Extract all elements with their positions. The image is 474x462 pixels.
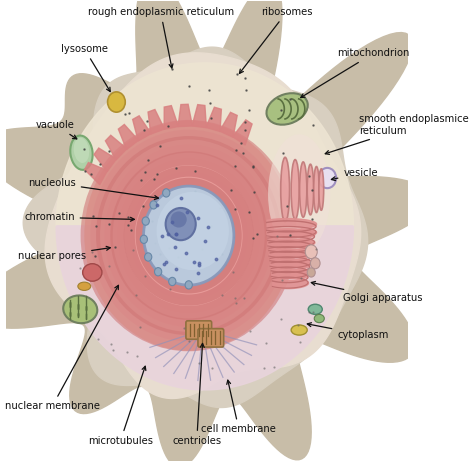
Polygon shape — [105, 135, 127, 160]
Ellipse shape — [266, 93, 308, 125]
Ellipse shape — [300, 162, 307, 217]
Ellipse shape — [281, 157, 290, 222]
Text: Golgi apparatus: Golgi apparatus — [311, 281, 423, 303]
Ellipse shape — [307, 164, 314, 215]
Polygon shape — [164, 106, 178, 129]
Ellipse shape — [156, 192, 229, 270]
Polygon shape — [94, 148, 117, 172]
Ellipse shape — [70, 135, 92, 170]
Text: nucleolus: nucleolus — [28, 177, 158, 200]
Ellipse shape — [319, 169, 324, 210]
Circle shape — [163, 189, 170, 197]
Text: vesicle: vesicle — [331, 169, 378, 181]
Text: nuclear pores: nuclear pores — [18, 246, 110, 261]
Ellipse shape — [308, 304, 322, 314]
Circle shape — [155, 267, 162, 276]
Ellipse shape — [314, 166, 319, 213]
Text: nuclear membrane: nuclear membrane — [5, 286, 118, 412]
Ellipse shape — [144, 186, 234, 285]
Circle shape — [319, 168, 336, 188]
Ellipse shape — [165, 208, 196, 240]
Circle shape — [145, 253, 152, 261]
Polygon shape — [118, 124, 138, 150]
Ellipse shape — [291, 325, 307, 335]
Circle shape — [150, 201, 157, 209]
Polygon shape — [192, 104, 206, 128]
Polygon shape — [0, 0, 430, 462]
Text: centrioles: centrioles — [172, 343, 221, 446]
Polygon shape — [206, 107, 221, 132]
Text: microtubules: microtubules — [88, 366, 153, 446]
Text: rough endoplasmic reticulum: rough endoplasmic reticulum — [88, 7, 234, 68]
Ellipse shape — [117, 158, 260, 313]
Circle shape — [108, 92, 125, 112]
Ellipse shape — [91, 130, 287, 341]
Polygon shape — [178, 104, 192, 127]
Polygon shape — [23, 47, 368, 407]
Circle shape — [185, 281, 192, 289]
Ellipse shape — [104, 145, 273, 327]
Text: ribosomes: ribosomes — [239, 7, 312, 73]
Polygon shape — [219, 112, 237, 137]
Text: cell membrane: cell membrane — [201, 380, 276, 434]
Text: lysosome: lysosome — [61, 44, 110, 91]
FancyBboxPatch shape — [186, 321, 211, 339]
Circle shape — [169, 277, 176, 286]
Text: cytoplasm: cytoplasm — [307, 323, 389, 340]
Ellipse shape — [129, 171, 248, 300]
Ellipse shape — [291, 159, 299, 219]
Ellipse shape — [74, 138, 89, 163]
Polygon shape — [84, 163, 108, 185]
Ellipse shape — [78, 282, 91, 291]
Ellipse shape — [314, 314, 324, 322]
Text: mitochondrion: mitochondrion — [301, 48, 410, 97]
Ellipse shape — [82, 264, 102, 281]
Text: vacuole: vacuole — [36, 120, 77, 139]
Ellipse shape — [268, 134, 330, 254]
Polygon shape — [56, 63, 354, 226]
Ellipse shape — [63, 295, 97, 323]
Polygon shape — [56, 226, 354, 390]
Circle shape — [305, 245, 317, 259]
Circle shape — [310, 258, 320, 269]
Circle shape — [140, 235, 147, 243]
Ellipse shape — [171, 212, 187, 228]
FancyBboxPatch shape — [198, 328, 224, 347]
Circle shape — [307, 268, 315, 277]
Polygon shape — [45, 53, 361, 399]
Text: smooth endoplasmice
reticulum: smooth endoplasmice reticulum — [325, 114, 469, 154]
Ellipse shape — [84, 121, 293, 351]
Polygon shape — [233, 120, 252, 145]
Circle shape — [142, 217, 149, 225]
Polygon shape — [148, 109, 164, 134]
Polygon shape — [133, 116, 151, 141]
Text: chromatin: chromatin — [24, 212, 134, 222]
